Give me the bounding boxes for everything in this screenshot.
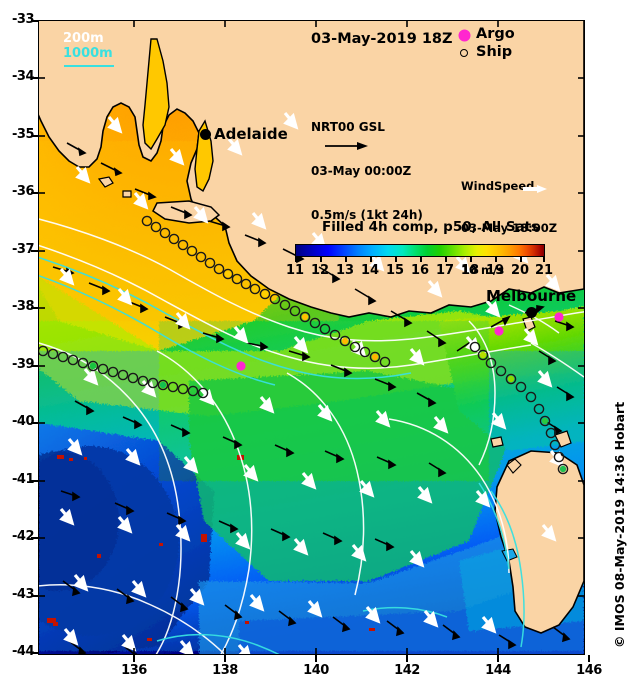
argo-legend-label: Argo — [476, 26, 515, 42]
colorbar-tick-label: 21 — [534, 263, 554, 278]
y-tick-label: -44 — [12, 644, 35, 659]
colorbar — [295, 244, 545, 257]
wind-legend: WindSpeed 03-May 18:00Z 10 m/s — [461, 151, 557, 305]
x-tick-label: 138 — [212, 663, 238, 678]
current-legend-line1: NRT00 GSL — [311, 120, 385, 135]
x-tick-label: 142 — [394, 663, 420, 678]
sst-raster — [39, 21, 584, 654]
scalebar-rule — [64, 65, 114, 67]
colorbar-title: Filled 4h comp, p50, All Sats — [322, 219, 540, 235]
y-tick-label: -39 — [12, 357, 35, 372]
current-legend-line2: 03-May 00:00Z — [311, 164, 412, 179]
melbourne-city-label: Melbourne — [486, 287, 577, 305]
map-date-title: 03-May-2019 18Z — [311, 31, 453, 47]
y-tick-label: -36 — [12, 184, 35, 199]
wind-scale-arrow — [523, 185, 547, 193]
colorbar-tick-label: 16 — [410, 263, 430, 278]
colorbar-tick-label: 14 — [360, 263, 380, 278]
imos-credit: © IMOS 08-May-2019 14:36 Hobart — [612, 401, 627, 648]
colorbar-tick-label: 17 — [435, 263, 455, 278]
x-tick-label: 140 — [303, 663, 329, 678]
x-tick-label: 144 — [485, 663, 511, 678]
y-tick-label: -38 — [12, 299, 35, 314]
colorbar-tick-label: 18 — [460, 263, 480, 278]
ship-track-filled — [89, 223, 567, 473]
adelaide-city-dot — [200, 129, 211, 140]
x-tick-label: 146 — [576, 663, 602, 678]
x-tick-label: 136 — [121, 663, 147, 678]
wind-vectors — [59, 111, 565, 654]
current-legend-line3: 0.5m/s (1kt 24h) — [311, 208, 423, 222]
current-legend: NRT00 GSL 03-May 00:00Z 0.5m/s (1kt 24h) — [311, 91, 423, 252]
ship-legend-label: Ship — [476, 44, 513, 60]
contour-200m — [39, 218, 584, 654]
scalebar-200m-label: 200m — [63, 31, 104, 46]
colorbar-tick-label: 15 — [385, 263, 405, 278]
y-tick-label: -43 — [12, 587, 35, 602]
y-tick-label: -37 — [12, 242, 35, 257]
y-tick-label: -34 — [12, 69, 35, 84]
y-tick-label: -40 — [12, 414, 35, 429]
argo-legend-icon — [460, 31, 469, 40]
y-tick-label: -41 — [12, 472, 35, 487]
colorbar-tick-label: 20 — [510, 263, 530, 278]
y-tick-label: -35 — [12, 127, 35, 142]
map-plot-area[interactable]: 200m 1000m 03-May-2019 18Z Argo Ship NRT… — [38, 20, 585, 655]
colorbar-tick-label: 19 — [485, 263, 505, 278]
landmass — [39, 21, 584, 634]
argo-float-markers — [236, 312, 564, 371]
frame-inner-ticks — [39, 21, 584, 654]
ship-track-markers — [39, 215, 569, 475]
colorbar-tick-label: 13 — [335, 263, 355, 278]
contour-1000m — [39, 256, 525, 654]
wind-legend-line3: 10 m/s — [461, 263, 505, 278]
ship-legend-icon — [460, 49, 468, 57]
scalebar-1000m-label: 1000m — [63, 46, 113, 61]
y-tick-label: -33 — [12, 12, 35, 27]
colorbar-tick-label: 11 — [285, 263, 305, 278]
adelaide-city-label: Adelaide — [214, 125, 288, 143]
colorbar-tick-label: 12 — [310, 263, 330, 278]
y-tick-label: -42 — [12, 529, 35, 544]
current-scale-arrow — [325, 142, 368, 150]
wind-legend-line2: 03-May 18:00Z — [461, 221, 558, 236]
wind-legend-line1: WindSpeed — [461, 179, 535, 194]
melbourne-city-dot — [526, 307, 537, 318]
